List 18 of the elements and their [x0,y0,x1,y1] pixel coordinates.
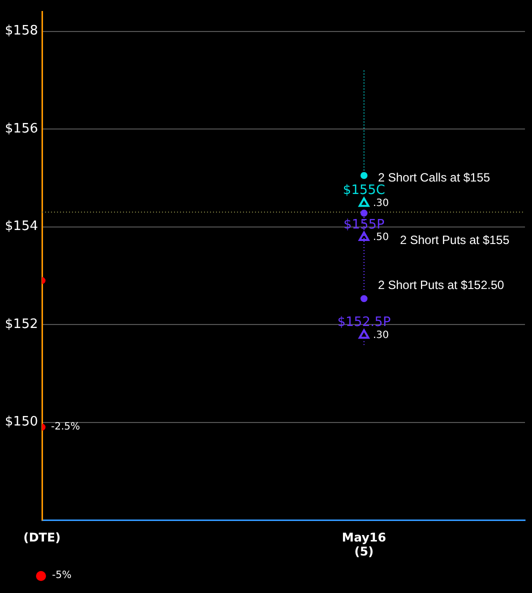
annotation: .30 [373,198,389,209]
annotation: 2 Short Calls at $155 [378,170,490,184]
annotation: .30 [373,330,389,341]
series-label: $155C [342,183,386,198]
y-tick-label: $150 [4,414,38,430]
y-tick-label: $156 [4,121,38,136]
annotation: 2 Short Puts at $152.50 [378,278,504,292]
series-label: $152.5P [337,315,391,330]
y-tick-label: $152 [4,316,38,332]
y-tick-label: $158 [4,24,38,39]
annotation: 2 Short Puts at $155 [400,232,510,247]
annotation: .50 [373,232,389,244]
series-label: $155P [344,217,385,232]
y-tick-label: $154 [4,219,38,234]
text: -5% [52,570,72,581]
x-tick-label: (DTE) [23,530,61,544]
x-tick-label: May16 (5) [342,530,386,559]
annotation: -2.5% [51,422,80,433]
